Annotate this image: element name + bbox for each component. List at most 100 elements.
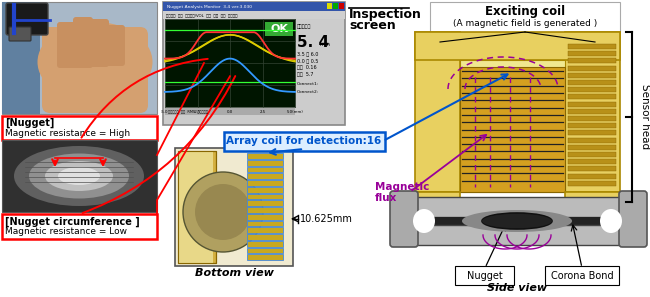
FancyBboxPatch shape [568,130,616,135]
Text: [Nugget circumference ]: [Nugget circumference ] [5,217,140,227]
FancyBboxPatch shape [247,207,283,213]
FancyBboxPatch shape [327,3,332,9]
FancyBboxPatch shape [415,32,460,192]
FancyBboxPatch shape [6,3,48,35]
Text: Array coil for detection:16: Array coil for detection:16 [226,136,382,146]
FancyBboxPatch shape [247,241,283,247]
Text: Side view: Side view [487,283,547,293]
FancyBboxPatch shape [568,181,616,186]
Ellipse shape [462,210,572,232]
Ellipse shape [58,167,100,185]
FancyBboxPatch shape [339,3,344,9]
FancyBboxPatch shape [178,151,216,263]
FancyBboxPatch shape [568,166,616,171]
FancyBboxPatch shape [460,60,565,192]
Ellipse shape [45,161,113,191]
FancyBboxPatch shape [619,191,647,247]
FancyBboxPatch shape [105,25,125,66]
FancyBboxPatch shape [163,2,345,125]
FancyBboxPatch shape [163,11,345,19]
Text: 2.5: 2.5 [259,110,266,114]
FancyBboxPatch shape [415,197,620,217]
Text: Magnetic resistance = Low: Magnetic resistance = Low [5,228,127,236]
FancyBboxPatch shape [415,32,620,60]
FancyBboxPatch shape [415,192,460,222]
FancyBboxPatch shape [568,66,616,71]
Text: 0.0: 0.0 [227,110,233,114]
FancyBboxPatch shape [568,116,616,121]
Ellipse shape [482,214,552,228]
FancyBboxPatch shape [57,22,77,68]
FancyBboxPatch shape [568,159,616,164]
FancyBboxPatch shape [568,138,616,143]
Text: ナゲット径: ナゲット径 [297,24,311,29]
FancyBboxPatch shape [247,160,283,165]
FancyBboxPatch shape [247,200,283,206]
Text: Exciting coil: Exciting coil [485,4,565,18]
Circle shape [183,172,263,252]
FancyBboxPatch shape [333,3,338,9]
Text: 0.0 ～ 0.5: 0.0 ～ 0.5 [297,59,318,64]
Text: Magnetic: Magnetic [375,182,430,192]
FancyBboxPatch shape [89,19,109,67]
FancyBboxPatch shape [568,87,616,92]
FancyBboxPatch shape [565,32,620,192]
FancyBboxPatch shape [247,254,283,260]
FancyBboxPatch shape [175,148,293,266]
FancyBboxPatch shape [247,180,283,186]
Text: [Nugget]: [Nugget] [5,118,55,128]
FancyBboxPatch shape [247,187,283,192]
FancyBboxPatch shape [2,140,157,212]
FancyBboxPatch shape [568,59,616,63]
FancyBboxPatch shape [247,214,283,219]
FancyBboxPatch shape [415,217,620,225]
Ellipse shape [38,22,153,102]
FancyBboxPatch shape [390,191,418,247]
FancyBboxPatch shape [247,247,283,253]
FancyBboxPatch shape [247,194,283,199]
Ellipse shape [29,154,129,198]
FancyBboxPatch shape [565,192,620,222]
FancyBboxPatch shape [247,153,283,159]
Ellipse shape [482,213,552,229]
FancyBboxPatch shape [247,167,283,172]
Ellipse shape [600,209,622,233]
FancyBboxPatch shape [460,67,565,192]
Circle shape [195,184,251,240]
FancyBboxPatch shape [568,94,616,99]
FancyBboxPatch shape [568,51,616,56]
Text: Corona Bond: Corona Bond [551,271,614,281]
FancyBboxPatch shape [73,17,93,68]
Text: 5.0(mm): 5.0(mm) [287,110,304,114]
Text: Sensor head: Sensor head [640,84,650,150]
FancyBboxPatch shape [165,107,295,115]
FancyBboxPatch shape [568,123,616,128]
Text: Connect2:: Connect2: [297,90,319,94]
Text: flux: flux [375,193,397,203]
Ellipse shape [413,209,435,233]
FancyBboxPatch shape [2,2,157,114]
FancyBboxPatch shape [568,80,616,85]
FancyBboxPatch shape [247,220,283,226]
FancyBboxPatch shape [568,174,616,178]
Text: Nugget: Nugget [467,271,503,281]
FancyBboxPatch shape [2,214,157,239]
FancyBboxPatch shape [568,152,616,157]
FancyBboxPatch shape [265,22,293,36]
FancyBboxPatch shape [415,225,620,245]
Text: -5.0: -5.0 [161,110,169,114]
FancyBboxPatch shape [568,73,616,78]
FancyBboxPatch shape [2,2,40,114]
FancyBboxPatch shape [430,2,620,32]
FancyBboxPatch shape [568,109,616,114]
Text: 深さ  5.7: 深さ 5.7 [297,72,313,77]
FancyBboxPatch shape [568,145,616,150]
Text: Nugget Analysis Monitor  3.4 ver.3.030: Nugget Analysis Monitor 3.4 ver.3.030 [167,5,252,9]
Text: Bottom view: Bottom view [194,268,274,278]
Text: 3.5 ～ 6.0: 3.5 ～ 6.0 [297,52,318,57]
Text: mm: mm [319,42,330,47]
FancyBboxPatch shape [545,266,619,285]
Text: screen: screen [349,19,396,32]
FancyBboxPatch shape [247,173,283,179]
Text: 10.625mm: 10.625mm [300,214,353,224]
